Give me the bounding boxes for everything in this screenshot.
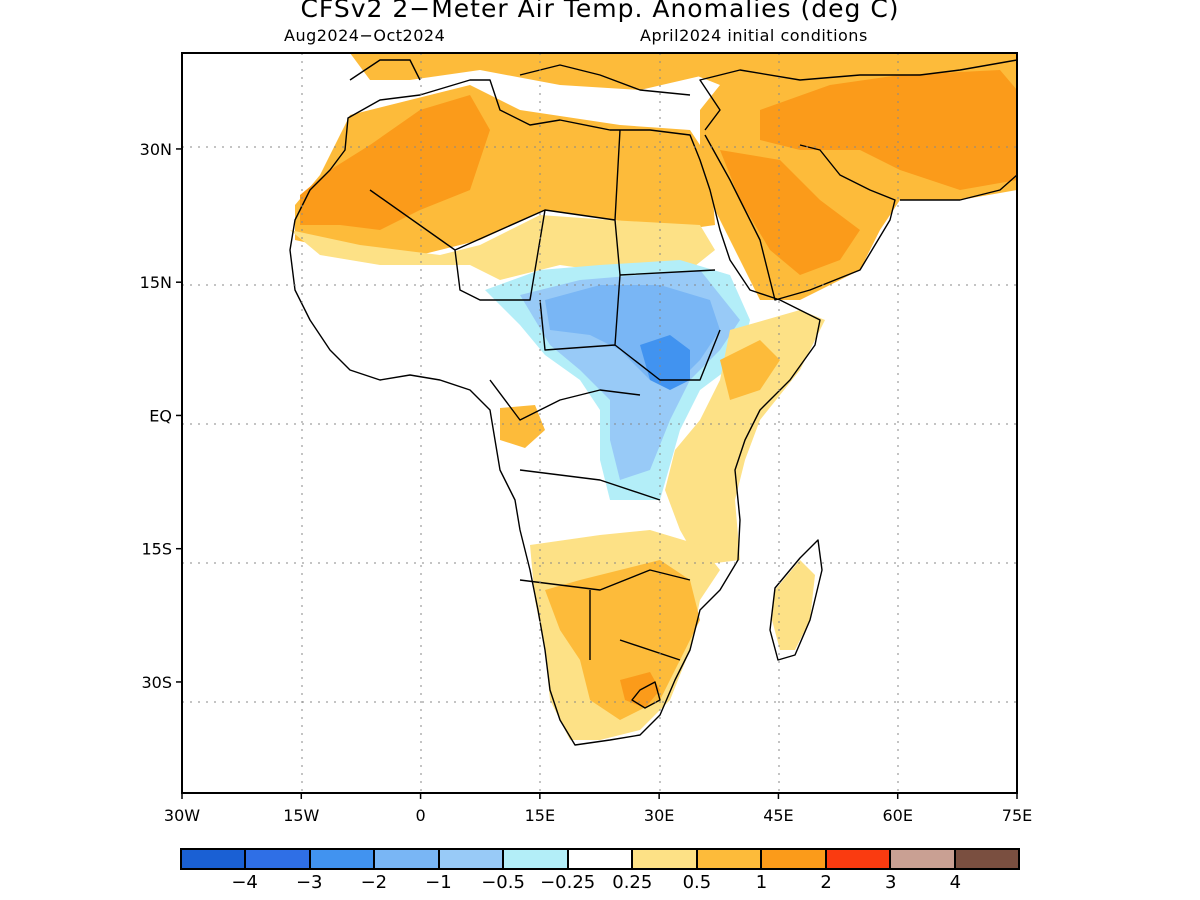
lat-tick-label: EQ: [149, 406, 172, 425]
legend-swatch: [568, 850, 634, 868]
lon-tick-label: 0: [415, 806, 425, 825]
legend-label: 3: [885, 872, 897, 893]
legend-label: −1: [425, 872, 452, 893]
legend-label: 0.5: [682, 872, 712, 893]
lon-tick-label: 30E: [644, 806, 674, 825]
legend-label: −0.5: [481, 872, 525, 893]
legend-swatch: [246, 850, 311, 868]
legend-label: −4: [231, 872, 258, 893]
legend-swatch: [439, 850, 505, 868]
legend-swatch: [826, 850, 892, 868]
anomaly-shading: [290, 53, 1017, 740]
legend-swatch: [310, 850, 376, 868]
legend-label: 4: [949, 872, 962, 893]
lon-tick-label: 15E: [525, 806, 555, 825]
legend-swatch: [182, 850, 247, 868]
coastlines: [289, 59, 1017, 746]
legend-swatch: [955, 850, 1019, 868]
lon-tick-label: 75E: [1002, 806, 1032, 825]
map-layer: [182, 53, 1017, 793]
legend-swatch: [762, 850, 827, 868]
forecast-period: Aug2024−Oct2024: [284, 26, 446, 45]
map-frame: [181, 52, 1018, 794]
colorbar-legend: [180, 848, 1020, 870]
lat-tick-label: 15S: [141, 540, 172, 559]
lon-tick-label: 45E: [763, 806, 793, 825]
legend-swatch: [375, 850, 440, 868]
legend-label: −2: [360, 872, 388, 893]
lat-tick-label: 15N: [140, 273, 172, 292]
legend-label: −3: [295, 872, 323, 893]
lon-tick-label: 30W: [164, 806, 200, 825]
lat-tick-label: 30N: [140, 140, 172, 159]
lat-axis: 30N 15N EQ 15S 30S: [140, 140, 182, 692]
lon-tick-label: 15W: [283, 806, 319, 825]
lat-tick-label: 30S: [141, 673, 172, 692]
legend-swatch: [697, 850, 763, 868]
gridlines: [182, 53, 1017, 793]
initial-conditions: April2024 initial conditions: [640, 26, 868, 45]
map-title: CFSv2 2−Meter Air Temp. Anomalies (deg C…: [300, 0, 900, 23]
legend-label: 2: [820, 872, 832, 893]
legend-label: −0.25: [540, 872, 596, 893]
legend-swatch: [633, 850, 698, 868]
legend-label: 1: [755, 872, 768, 893]
legend-label: 0.25: [612, 872, 653, 893]
legend-swatch: [891, 850, 956, 868]
legend-swatch: [504, 850, 569, 868]
lon-axis: 30W 15W 0 15E 30E 45E 60E 75E: [164, 793, 1032, 825]
lon-tick-label: 60E: [882, 806, 912, 825]
